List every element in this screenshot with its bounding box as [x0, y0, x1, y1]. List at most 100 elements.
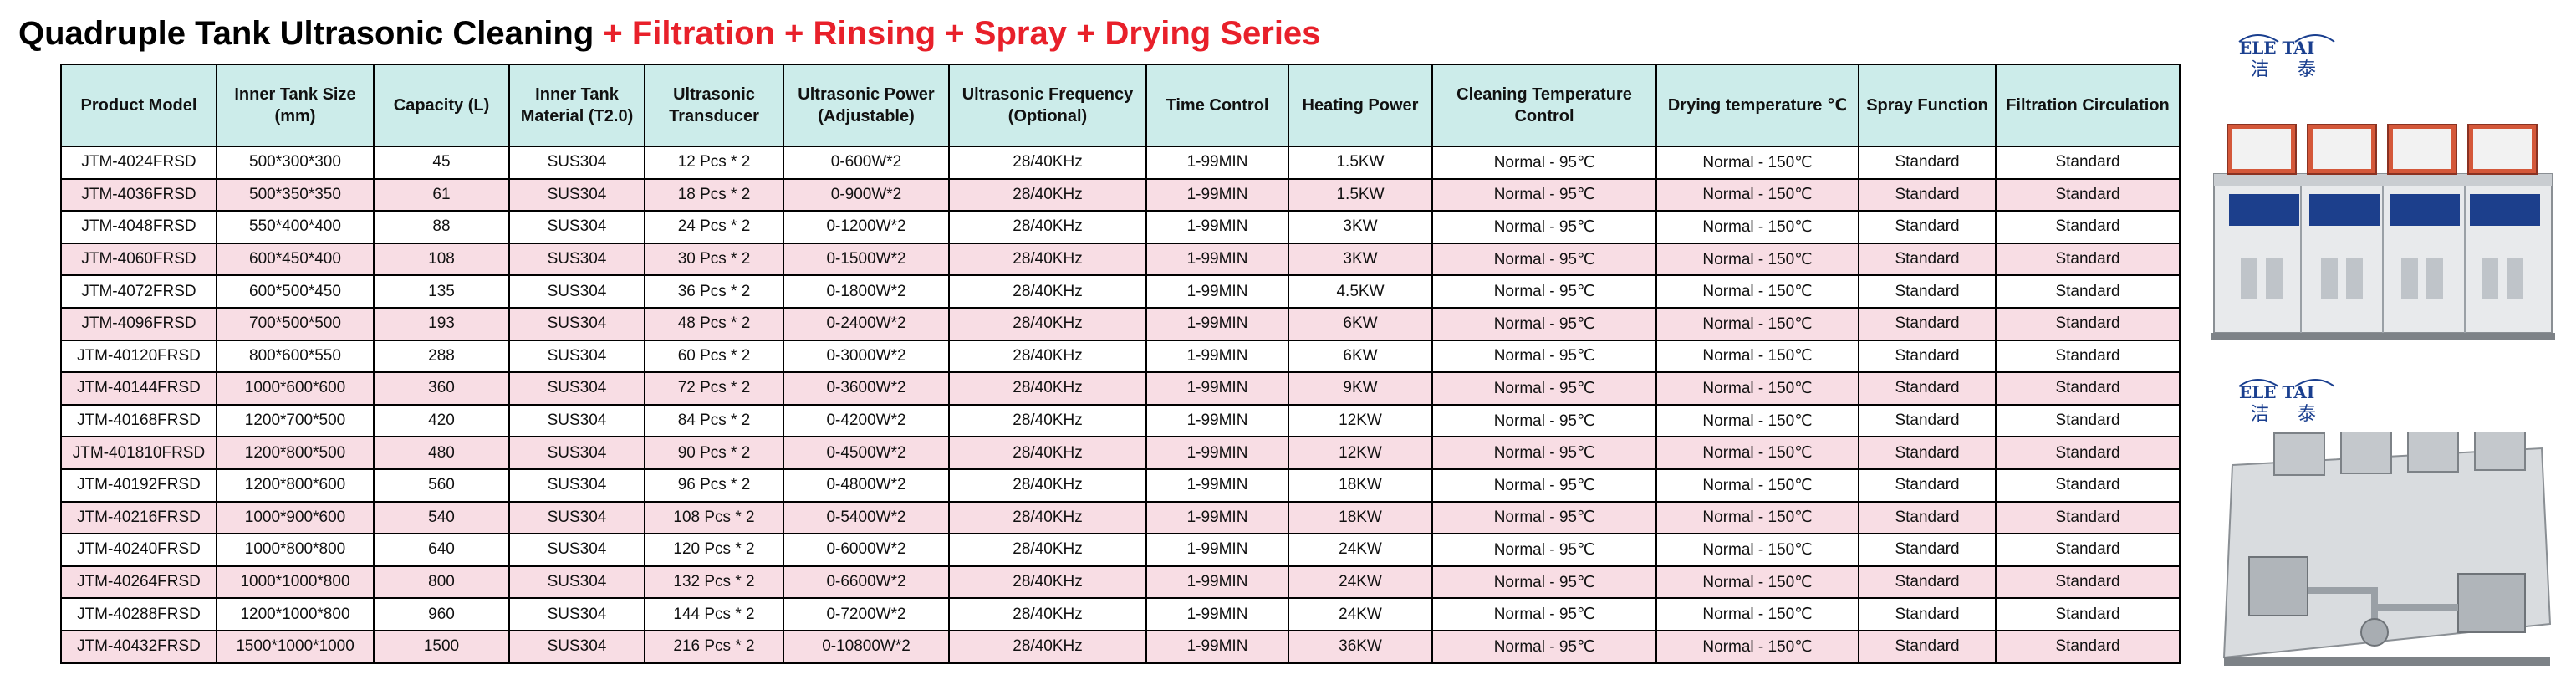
logo-cn-left: 洁 [2251, 404, 2269, 425]
table-cell: 0-5400W*2 [783, 500, 950, 535]
table-cell: Normal - 150℃ [1655, 403, 1859, 438]
table-cell: Standard [1995, 371, 2181, 406]
table-cell: 28/40KHz [948, 436, 1147, 470]
table-cell: 0-2400W*2 [783, 306, 950, 341]
table-row: JTM-4072FRSD 600*500*450 135 SUS304 36 Pcs *… [60, 274, 2181, 309]
table-cell: Standard [1858, 468, 1997, 503]
table-cell: Normal - 150℃ [1655, 242, 1859, 277]
table-cell: 360 [373, 371, 510, 406]
table-cell: SUS304 [508, 339, 645, 374]
table-cell: 6KW [1288, 339, 1433, 374]
table-cell: 28/40KHz [948, 468, 1147, 503]
table-row: JTM-40168FRSD 1200*700*500 420 SUS304 84 Pcs… [60, 403, 2181, 438]
table-cell: JTM-401810FRSD [60, 436, 217, 470]
table-cell: 30 Pcs * 2 [644, 242, 784, 277]
table-cell: 120 Pcs * 2 [644, 533, 784, 567]
table-row: JTM-4060FRSD 600*450*400 108 SUS304 30 Pcs *… [60, 242, 2181, 277]
table-cell: 0-4200W*2 [783, 403, 950, 438]
table-cell: 144 Pcs * 2 [644, 597, 784, 631]
table-cell: 28/40KHz [948, 500, 1147, 535]
table-cell: 28/40KHz [948, 146, 1147, 180]
table-row: JTM-40432FRSD 1500*1000*1000 1500 SUS304 216… [60, 629, 2181, 664]
table-cell: Normal - 95℃ [1431, 177, 1657, 212]
column-header: Drying temperature ℃ [1655, 64, 1859, 147]
table-cell: Standard [1995, 565, 2181, 600]
product-photo-top: ELE TAI 洁 泰 [2207, 23, 2558, 341]
table-cell: 0-600W*2 [783, 146, 950, 180]
table-row: JTM-4096FRSD 700*500*500 193 SUS304 48 Pcs *… [60, 306, 2181, 341]
table-cell: JTM-40288FRSD [60, 597, 217, 631]
table-row: JTM-4024FRSD 500*300*300 45 SUS304 12 Pcs * … [60, 146, 2181, 180]
table-cell: SUS304 [508, 597, 645, 631]
table-cell: 0-7200W*2 [783, 597, 950, 631]
table-cell: SUS304 [508, 403, 645, 438]
table-cell: 480 [373, 436, 510, 470]
table-cell: JTM-4024FRSD [60, 146, 217, 180]
table-cell: Normal - 150℃ [1655, 306, 1859, 341]
table-cell: Standard [1858, 597, 1997, 631]
table-cell: 132 Pcs * 2 [644, 565, 784, 600]
table-cell: 600*450*400 [216, 242, 375, 277]
table-row: JTM-40216FRSD 1000*900*600 540 SUS304 108 Pc… [60, 500, 2181, 535]
table-cell: 0-900W*2 [783, 177, 950, 212]
table-cell: Normal - 150℃ [1655, 436, 1859, 470]
table-cell: Standard [1858, 274, 1997, 309]
table-cell: 9KW [1288, 371, 1433, 406]
table-cell: 0-6600W*2 [783, 565, 950, 600]
table-cell: 1200*800*500 [216, 436, 375, 470]
table-cell: 1-99MIN [1145, 274, 1289, 309]
table-cell: 24KW [1288, 597, 1433, 631]
table-cell: 420 [373, 403, 510, 438]
table-cell: Normal - 95℃ [1431, 306, 1657, 341]
table-cell: 0-1800W*2 [783, 274, 950, 309]
table-cell: JTM-40192FRSD [60, 468, 217, 503]
table-cell: 28/40KHz [948, 371, 1147, 406]
table-cell: Normal - 95℃ [1431, 242, 1657, 277]
table-cell: 0-3600W*2 [783, 371, 950, 406]
table-cell: 36KW [1288, 629, 1433, 664]
column-header: Heating Power [1288, 64, 1433, 147]
table-cell: 960 [373, 597, 510, 631]
table-cell: 18KW [1288, 468, 1433, 503]
table-cell: 1-99MIN [1145, 339, 1289, 374]
table-cell: Standard [1858, 403, 1997, 438]
table-cell: Normal - 150℃ [1655, 597, 1859, 631]
table-cell: 28/40KHz [948, 403, 1147, 438]
cleaning-machine-illustration [2211, 124, 2555, 340]
table-cell: 1200*800*600 [216, 468, 375, 503]
table-cell: SUS304 [508, 177, 645, 212]
logo-cn-left: 洁 [2251, 59, 2269, 80]
table-cell: 1200*700*500 [216, 403, 375, 438]
column-header: Inner Tank Material (T2.0) [508, 64, 645, 147]
table-cell: Normal - 95℃ [1431, 146, 1657, 180]
cleaning-machine-inside-illustration [2222, 432, 2552, 666]
table-cell: 500*350*350 [216, 177, 375, 212]
table-cell: Standard [1858, 242, 1997, 277]
table-row: JTM-40120FRSD 800*600*550 288 SUS304 60 Pcs … [60, 339, 2181, 374]
table-cell: 28/40KHz [948, 533, 1147, 567]
table-cell: 0-6000W*2 [783, 533, 950, 567]
column-header: Ultrasonic Frequency (Optional) [948, 64, 1147, 147]
brand-logo: ELE TAI 洁 泰 [2238, 34, 2335, 80]
table-cell: SUS304 [508, 436, 645, 470]
logo-latin: ELE TAI [2239, 38, 2314, 58]
table-cell: 60 Pcs * 2 [644, 339, 784, 374]
table-cell: JTM-40432FRSD [60, 629, 217, 664]
table-cell: 1-99MIN [1145, 533, 1289, 567]
table-cell: 0-4500W*2 [783, 436, 950, 470]
table-cell: 1-99MIN [1145, 597, 1289, 631]
table-cell: 560 [373, 468, 510, 503]
table-cell: Normal - 95℃ [1431, 339, 1657, 374]
table-cell: JTM-40168FRSD [60, 403, 217, 438]
table-cell: Normal - 150℃ [1655, 274, 1859, 309]
table-cell: SUS304 [508, 274, 645, 309]
table-cell: 1-99MIN [1145, 242, 1289, 277]
table-cell: JTM-4048FRSD [60, 210, 217, 244]
table-cell: Normal - 150℃ [1655, 210, 1859, 244]
table-cell: SUS304 [508, 210, 645, 244]
table-cell: 1-99MIN [1145, 210, 1289, 244]
table-cell: Normal - 95℃ [1431, 274, 1657, 309]
table-cell: 4.5KW [1288, 274, 1433, 309]
table-cell: JTM-4072FRSD [60, 274, 217, 309]
logo-latin: ELE TAI [2239, 382, 2314, 402]
